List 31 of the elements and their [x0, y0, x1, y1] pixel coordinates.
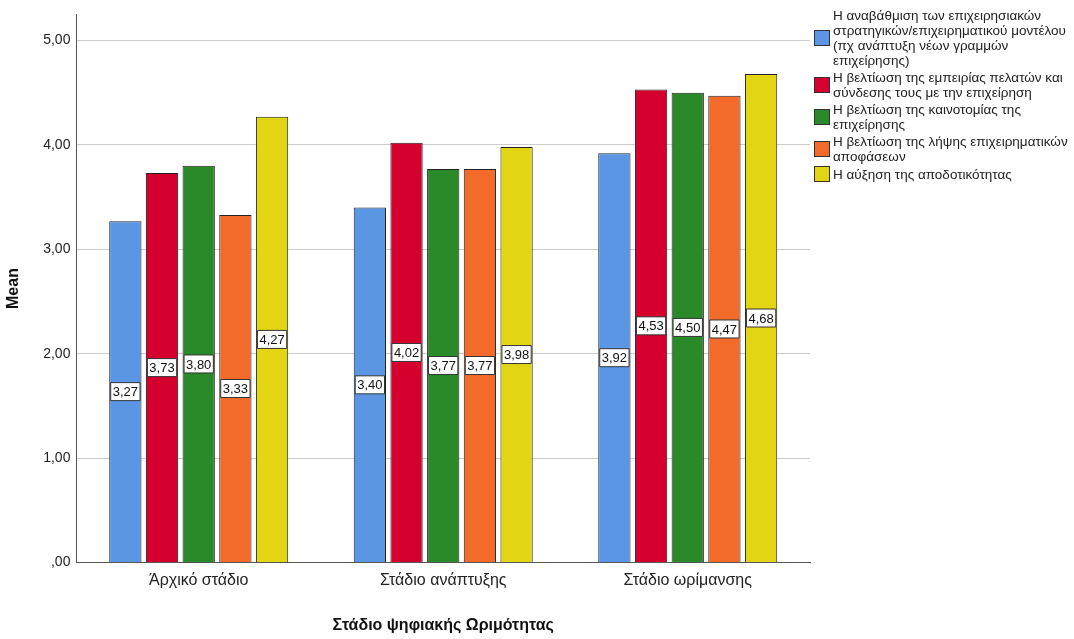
y-axis-title: Mean [4, 268, 22, 309]
data-label: 3,80 [186, 356, 212, 372]
data-label: 4,68 [748, 310, 774, 326]
y-tick-label: 1,00 [43, 449, 71, 466]
data-label: 3,73 [149, 360, 175, 376]
legend-label: Η αναβάθμιση των επιχειρησιακών στρατηγικών/επιχειρηματικού μοντέλου (πχ ανάπτυξη νέων γραμμών επιχείρησης) [833, 8, 1067, 68]
x-tick-label: Στάδιο ωρίμανσης [623, 570, 753, 588]
data-label: 3,27 [112, 384, 139, 400]
x-tick-label: Άρχικό στάδιο [148, 570, 249, 588]
y-tick-label: 3,00 [43, 240, 71, 257]
legend-label: Η αύξηση της αποδοτικότητας [833, 166, 1012, 182]
data-label: 3,40 [357, 377, 383, 393]
data-label: 3,33 [222, 381, 249, 397]
data-label: 3,77 [430, 358, 456, 374]
data-label: 4,27 [259, 331, 285, 347]
data-label: 4,53 [638, 318, 664, 334]
data-label: 3,77 [467, 358, 493, 374]
x-tick-label: Στάδιο ανάπτυξης [379, 570, 507, 589]
data-label: 3,98 [503, 347, 530, 363]
y-tick-label: 5,00 [43, 31, 71, 48]
data-label: 4,47 [711, 321, 738, 337]
legend-label: Η βελτίωση της εμπειρίας πελατών και σύνδεσης τους με την επιχείρηση [833, 70, 1064, 100]
legend-label: Η βελτίωση της καινοτομίας της επιχείρησης [833, 102, 1022, 132]
data-label: 4,02 [393, 345, 420, 361]
y-tick-label: ,00 [50, 553, 71, 570]
legend-label: Η βελτίωση της λήψης επιχειρηματικών αποφάσεων [833, 134, 1069, 164]
x-axis-title: Στάδιο ψηφιακής Ωριμότητας [332, 615, 554, 634]
y-tick-label: 4,00 [43, 135, 71, 152]
y-tick-label: 2,00 [43, 344, 71, 361]
data-label: 3,92 [601, 350, 628, 366]
data-label: 4,50 [675, 319, 701, 335]
